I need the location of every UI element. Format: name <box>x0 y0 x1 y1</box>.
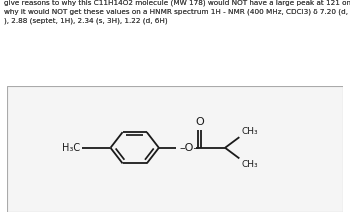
FancyBboxPatch shape <box>7 86 343 212</box>
Text: give reasons to why this C11H14O2 molecule (MW 178) would NOT have a large peak : give reasons to why this C11H14O2 molecu… <box>4 0 350 24</box>
Text: O: O <box>195 117 204 127</box>
Text: –O–: –O– <box>179 143 199 153</box>
Text: CH₃: CH₃ <box>241 127 258 136</box>
Text: H₃C: H₃C <box>62 143 80 153</box>
Text: give reasons to why this C11H14O2 molecule (MW 178) would NOT have a large peak : give reasons to why this C11H14O2 molecu… <box>4 0 350 24</box>
Text: CH₃: CH₃ <box>241 160 258 169</box>
